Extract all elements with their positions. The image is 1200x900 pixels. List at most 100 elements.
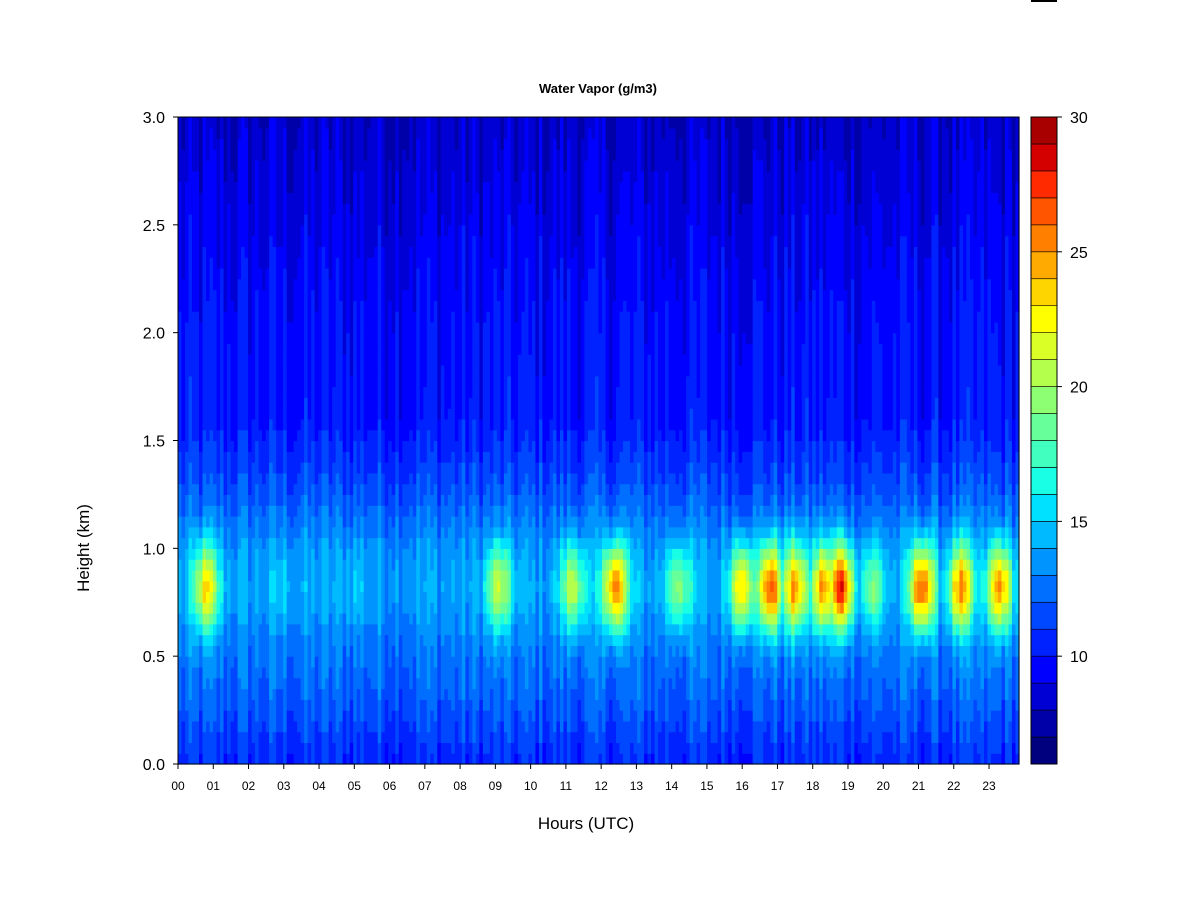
heatmap-cell [220,569,225,582]
heatmap-cell [230,192,235,204]
heatmap-cell [234,494,239,506]
heatmap-cell [272,429,277,442]
heatmap-cell [458,537,463,549]
heatmap-cell [363,224,368,237]
heatmap-cell [377,569,382,582]
heatmap-cell [398,127,403,140]
heatmap-cell [395,300,400,312]
heatmap-cell [335,505,340,517]
heatmap-cell [363,472,368,485]
heatmap-cell [349,580,354,593]
heatmap-cell [398,720,403,733]
heatmap-cell [251,127,256,140]
heatmap-cell [433,472,438,485]
heatmap-cell [398,731,403,744]
heatmap-cell [342,580,347,593]
heatmap-cell [395,192,400,204]
heatmap-cell [346,451,351,463]
heatmap-cell [381,332,386,345]
heatmap-cell [283,613,288,625]
heatmap-cell [311,731,316,744]
heatmap-cell [307,602,312,614]
heatmap-cell [272,505,277,517]
heatmap-cell [335,559,340,571]
heatmap-cell [363,418,368,431]
heatmap-cell [206,246,211,258]
heatmap-cell [223,720,228,733]
heatmap-cell [206,397,211,409]
heatmap-cell [206,440,211,452]
heatmap-cell [339,720,344,733]
heatmap-cell [405,321,410,334]
heatmap-cell [437,677,442,690]
heatmap-cell [395,645,400,657]
heatmap-cell [293,494,298,506]
heatmap-cell [335,386,340,398]
heatmap-cell [433,192,438,204]
heatmap-cell [269,666,274,679]
heatmap-cell [416,666,421,679]
heatmap-cell [293,710,298,722]
heatmap-cell [188,440,193,452]
heatmap-cell [454,397,459,409]
heatmap-cell [276,170,281,183]
heatmap-cell [328,278,333,291]
heatmap-cell [328,235,333,247]
heatmap-cell [426,613,431,625]
heatmap-cell [237,602,242,614]
heatmap-cell [423,311,428,323]
heatmap-cell [384,591,389,603]
heatmap-cell [293,170,298,183]
heatmap-cell [384,526,389,539]
heatmap-cell [353,688,358,700]
heatmap-cell [437,645,442,657]
heatmap-cell [248,160,253,172]
heatmap-cell [213,462,218,474]
heatmap-cell [398,311,403,323]
heatmap-cell [458,710,463,722]
heatmap-cell [255,634,260,646]
heatmap-cell [412,591,417,603]
heatmap-cell [367,559,372,571]
heatmap-cell [286,515,291,528]
heatmap-cell [199,332,204,345]
heatmap-cell [297,537,302,549]
heatmap-cell [377,311,382,323]
heatmap-cell [304,537,309,549]
heatmap-cell [237,656,242,668]
heatmap-cell [262,753,267,765]
heatmap-cell [293,451,298,463]
heatmap-cell [363,321,368,334]
heatmap-cell [209,634,214,646]
heatmap-cell [293,224,298,237]
heatmap-cell [440,591,445,603]
heatmap-cell [353,602,358,614]
heatmap-cell [335,451,340,463]
heatmap-cell [335,138,340,150]
heatmap-cell [342,138,347,150]
heatmap-cell [290,235,295,247]
heatmap-cell [402,623,407,636]
heatmap-cell [447,548,452,560]
heatmap-cell [444,710,449,722]
heatmap-cell [185,515,190,528]
heatmap-cell [241,267,246,280]
heatmap-cell [209,526,214,539]
heatmap-cell [342,418,347,431]
heatmap-cell [223,645,228,657]
heatmap-cell [262,688,267,700]
heatmap-cell [381,429,386,442]
heatmap-cell [297,623,302,636]
heatmap-cell [353,278,358,291]
heatmap-cell [223,742,228,754]
heatmap-cell [286,656,291,668]
heatmap-cell [202,429,207,442]
heatmap-cell [458,192,463,204]
heatmap-cell [360,699,365,711]
heatmap-cell [433,451,438,463]
heatmap-cell [412,677,417,690]
heatmap-cell [230,170,235,183]
heatmap-cell [360,623,365,636]
heatmap-cell [290,472,295,485]
heatmap-cell [454,645,459,657]
